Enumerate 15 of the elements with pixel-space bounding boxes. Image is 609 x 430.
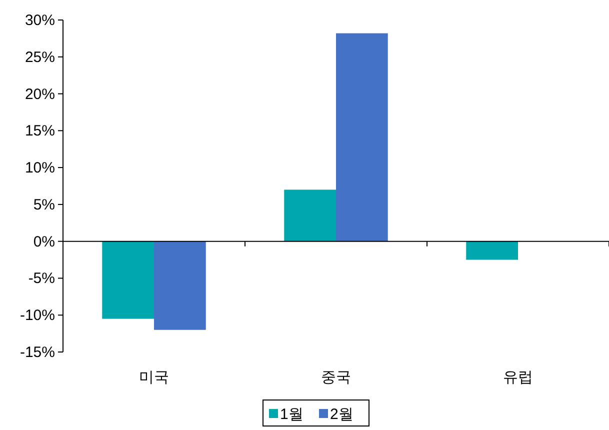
legend-label: 1월	[280, 406, 304, 423]
ytick: 25%	[24, 48, 55, 66]
xtick: 중국	[321, 369, 351, 386]
ytick: -15%	[20, 344, 55, 361]
ytick: -5%	[28, 270, 55, 288]
ytick: 10%	[24, 160, 55, 177]
ytick: 0%	[33, 233, 55, 250]
xtick: 미국	[139, 369, 169, 386]
xtick: 유럽	[503, 369, 533, 386]
legend-label: 2월	[330, 406, 354, 423]
ytick: 20%	[24, 86, 55, 103]
ytick: 30%	[24, 12, 55, 29]
ytick: -10%	[20, 307, 55, 324]
ytick: 15%	[24, 122, 55, 140]
ytick: 5%	[33, 196, 55, 214]
